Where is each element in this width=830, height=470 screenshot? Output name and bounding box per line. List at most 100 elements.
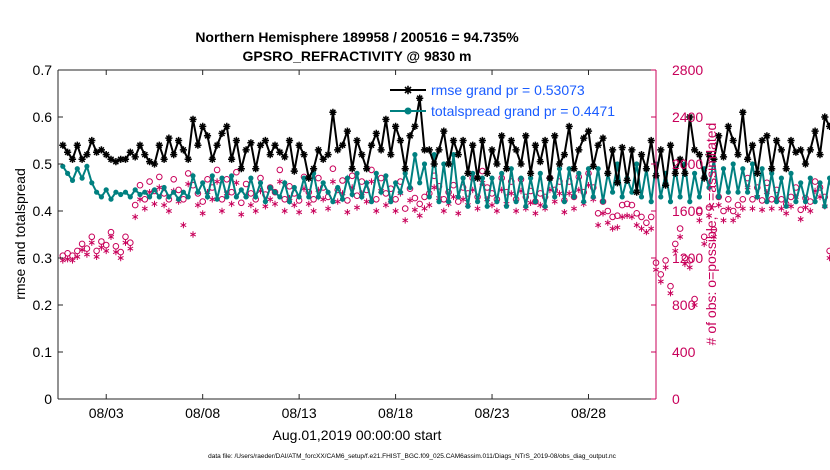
spread-point	[320, 180, 326, 186]
assimilated-point	[701, 240, 708, 248]
possible-point	[609, 213, 616, 221]
assimilated-point	[122, 239, 129, 246]
rmse-point	[719, 153, 728, 161]
assimilated-point	[368, 178, 375, 185]
spread-point	[812, 199, 818, 205]
assimilated-point	[730, 217, 737, 224]
rmse-point	[826, 122, 830, 130]
rmse-point	[338, 141, 347, 149]
assimilated-point	[604, 219, 611, 226]
assimilated-point	[440, 207, 447, 215]
possible-point	[213, 166, 221, 174]
spread-point	[822, 203, 828, 209]
assimilated-point	[228, 200, 235, 208]
spread-point	[648, 199, 654, 205]
y-tick-label: 0.1	[33, 344, 53, 360]
assimilated-point	[88, 239, 95, 246]
spread-point	[176, 196, 182, 202]
rmse-point	[256, 141, 265, 149]
possible-point	[199, 198, 206, 205]
spread-point	[455, 194, 461, 200]
assimilated-point	[320, 196, 327, 203]
y-tick-label: 0.5	[33, 156, 53, 172]
rmse-point	[290, 167, 298, 175]
spread-point	[532, 199, 539, 205]
assimilated-point	[513, 207, 520, 215]
assimilated-point	[537, 201, 544, 209]
chart-subtitle: GPSRO_REFRACTIVITY @ 9830 m	[243, 48, 472, 64]
rmse-point	[358, 151, 366, 159]
possible-point	[339, 177, 346, 184]
spread-point	[677, 194, 683, 200]
spread-point	[431, 152, 437, 158]
spread-point	[388, 199, 394, 205]
spread-point	[725, 189, 731, 195]
rmse-point	[599, 134, 607, 142]
rmse-point	[498, 132, 506, 140]
rmse-series	[59, 94, 830, 196]
rmse-point	[801, 160, 810, 168]
rmse-point	[165, 134, 173, 142]
spread-point	[277, 194, 283, 200]
assimilated-point	[455, 210, 462, 217]
y-axis-right-label: # of obs: o=possible; ∗=assimilated	[703, 123, 719, 346]
spread-point	[465, 203, 471, 209]
spread-point	[600, 199, 606, 205]
rmse-point	[734, 151, 742, 159]
rmse-point	[705, 151, 713, 159]
possible-point	[797, 206, 805, 214]
rmse-point	[811, 127, 819, 135]
rmse-point	[565, 122, 573, 130]
spread-point	[687, 199, 693, 205]
rmse-point	[445, 160, 453, 168]
legend-rmse-marker	[403, 85, 413, 95]
spread-point	[344, 175, 350, 181]
possible-point	[184, 170, 192, 177]
rmse-point	[329, 108, 337, 116]
assimilated-point	[739, 205, 746, 212]
y-tick-label: 0.6	[33, 109, 53, 125]
rmse-point	[555, 160, 564, 168]
rmse-point	[112, 158, 120, 166]
spread-point	[788, 170, 794, 176]
rmse-point	[170, 151, 178, 159]
spread-point	[619, 194, 625, 200]
spread-point	[571, 194, 577, 200]
rmse-point	[348, 165, 356, 173]
rmse-point	[343, 127, 351, 135]
spread-point	[103, 187, 109, 193]
assimilated-point	[532, 210, 539, 217]
assimilated-point	[681, 260, 688, 268]
spread-point	[397, 189, 403, 195]
rmse-point	[570, 165, 578, 173]
spread-point	[282, 180, 288, 186]
x-tick-label: 08/08	[185, 405, 220, 421]
spread-point	[696, 194, 703, 200]
rmse-point	[748, 141, 757, 149]
possible-point	[141, 196, 149, 203]
possible-point	[594, 210, 602, 217]
rmse-point	[97, 146, 105, 154]
assimilated-point	[132, 213, 139, 221]
rmse-point	[806, 146, 814, 154]
assimilated-point	[710, 233, 717, 240]
rmse-point	[695, 151, 703, 159]
possible-point	[373, 196, 380, 203]
assimilated-point	[329, 178, 336, 185]
rmse-point	[792, 148, 800, 156]
spread-point	[74, 166, 80, 172]
y-right-tick-label: 1200	[672, 250, 703, 266]
ticks-layer: 08/03 08/08 08/13 08/18 08/23 08/28 0 0.1 0.2 0.3…	[33, 62, 704, 421]
possible-point	[416, 200, 424, 208]
rmse-point	[662, 181, 670, 189]
possible-point	[156, 173, 163, 181]
rmse-point	[681, 169, 689, 177]
spread-point	[253, 194, 259, 200]
spread-point	[156, 194, 162, 200]
rmse-point	[121, 155, 130, 163]
assimilated-point	[271, 200, 279, 208]
rmse-point	[430, 160, 438, 168]
spread-point	[759, 166, 765, 172]
rmse-point	[517, 160, 525, 168]
rmse-point	[136, 141, 144, 149]
